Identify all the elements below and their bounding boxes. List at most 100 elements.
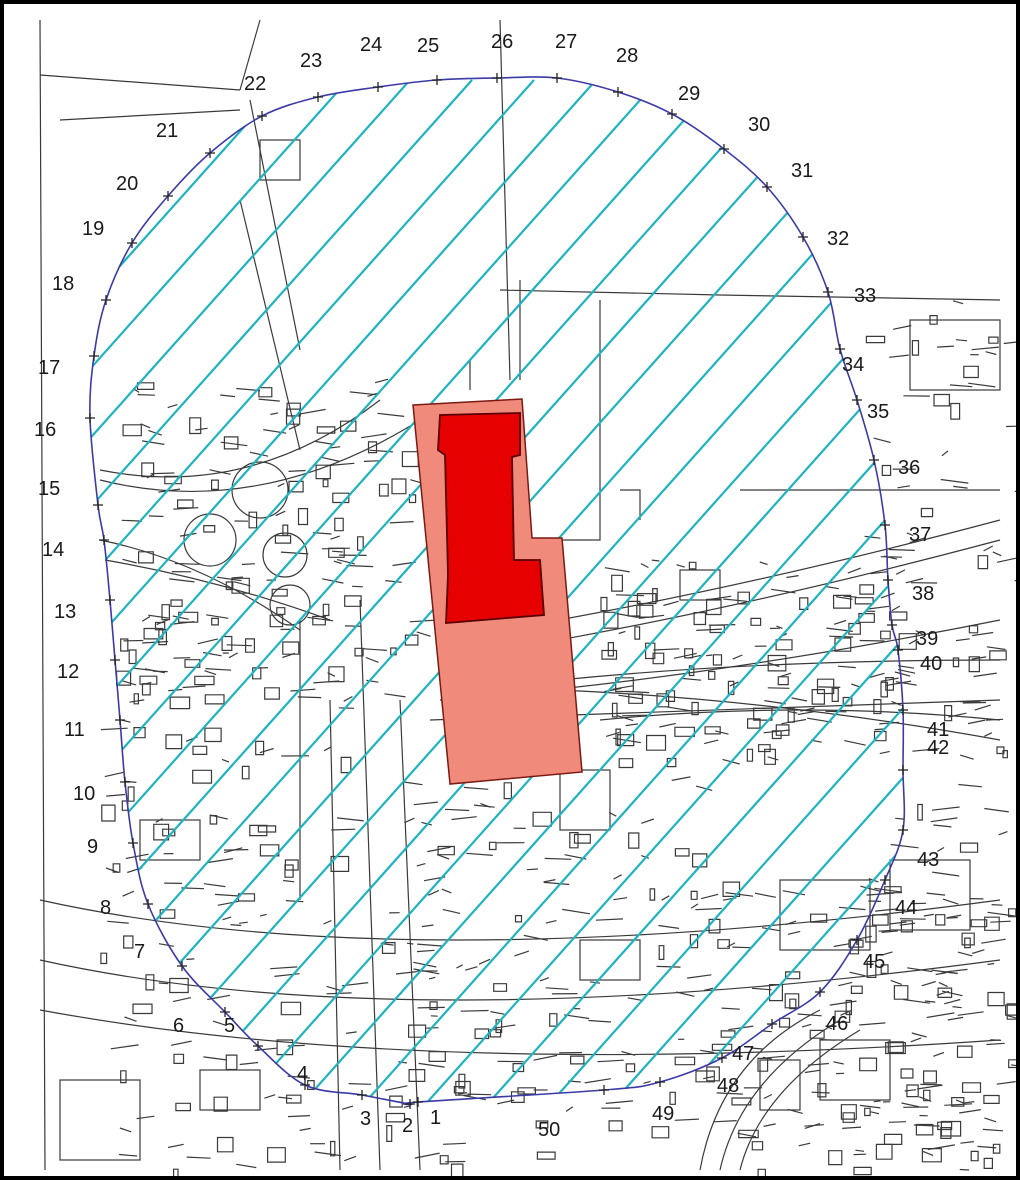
basemap-detail xyxy=(992,551,1002,557)
hatch-line xyxy=(525,79,905,1105)
basemap-detail xyxy=(859,639,885,642)
vertex-label: 20 xyxy=(116,173,138,195)
basemap-detail xyxy=(143,627,164,640)
basemap-detail xyxy=(100,727,128,731)
basemap-detail xyxy=(723,598,748,602)
basemap-detail xyxy=(164,475,182,485)
basemap-detail xyxy=(613,874,622,880)
basemap-detail xyxy=(726,942,736,948)
basemap-detail xyxy=(105,867,119,874)
basemap-detail xyxy=(416,631,431,637)
basemap-detail xyxy=(489,1029,502,1038)
basemap-detail xyxy=(711,1043,733,1051)
basemap-detail xyxy=(298,408,326,415)
basemap-detail xyxy=(869,672,885,679)
basemap-detail xyxy=(651,1126,670,1139)
basemap-detail xyxy=(346,564,374,568)
basemap-detail xyxy=(750,617,762,626)
basemap-detail xyxy=(280,551,309,555)
vertex-label: 3 xyxy=(360,1108,371,1130)
basemap-detail xyxy=(195,427,208,431)
basemap-detail xyxy=(867,605,890,610)
basemap-detail xyxy=(791,697,808,702)
basemap-detail xyxy=(613,897,628,901)
basemap-detail xyxy=(874,887,903,893)
vertex-marker xyxy=(898,825,908,835)
vertex-label: 46 xyxy=(826,1013,848,1035)
vertex-marker xyxy=(880,875,890,885)
basemap-detail xyxy=(636,593,657,605)
basemap-detail xyxy=(618,630,626,635)
vertex-label: 6 xyxy=(173,1015,184,1037)
basemap-detail xyxy=(381,942,396,954)
basemap-detail xyxy=(931,969,958,974)
basemap-detail xyxy=(332,492,350,504)
basemap-detail xyxy=(940,1127,952,1139)
basemap-detail xyxy=(465,966,478,971)
basemap-detail xyxy=(427,846,451,853)
basemap-detail xyxy=(474,1028,490,1040)
basemap-detail xyxy=(124,1016,137,1022)
basemap-detail xyxy=(282,524,289,536)
basemap-detail xyxy=(951,1097,965,1107)
basemap-detail xyxy=(173,1053,185,1064)
hatch-line xyxy=(277,79,905,1105)
vertex-marker xyxy=(163,191,173,201)
basemap-detail xyxy=(937,1121,953,1131)
basemap-detail xyxy=(118,1153,138,1157)
basemap-detail xyxy=(194,675,215,686)
basemap-detail xyxy=(148,515,164,518)
basemap-detail xyxy=(860,885,880,892)
basemap-detail xyxy=(855,1149,865,1152)
basemap-detail xyxy=(811,1091,830,1094)
basemap-detail xyxy=(148,429,163,436)
basemap-detail xyxy=(712,654,723,666)
vertex-label: 42 xyxy=(927,737,949,759)
vertex-label: 31 xyxy=(791,160,813,182)
basemap-detail xyxy=(940,1120,962,1137)
dense-basemap-detail xyxy=(100,300,1020,1180)
vertex-marker xyxy=(767,1019,777,1029)
basemap-detail xyxy=(837,665,856,669)
basemap-detail xyxy=(532,811,552,827)
basemap-detail xyxy=(328,666,345,683)
basemap-detail xyxy=(888,1121,907,1123)
basemap-detail xyxy=(277,482,285,488)
basemap-detail xyxy=(514,950,530,957)
basemap-detail xyxy=(977,1145,997,1149)
basemap-detail xyxy=(958,783,982,788)
basemap-detail xyxy=(436,854,450,860)
basemap-detail xyxy=(428,1051,446,1062)
vertex-marker xyxy=(835,344,845,354)
basemap-detail xyxy=(154,621,166,631)
basemap-detail xyxy=(544,857,572,860)
basemap-detail xyxy=(696,628,723,631)
basemap-detail xyxy=(255,740,265,756)
basemap-detail xyxy=(885,680,912,687)
basemap-detail xyxy=(890,979,903,985)
vertex-label: 4 xyxy=(297,1063,308,1085)
basemap-detail xyxy=(628,693,643,704)
basemap-detail xyxy=(984,916,1000,931)
basemap-detail xyxy=(352,585,363,588)
basemap-detail xyxy=(404,817,415,824)
basemap-detail xyxy=(224,847,243,854)
basemap-detail xyxy=(139,675,158,685)
basemap-detail xyxy=(467,1093,492,1096)
basemap-detail xyxy=(463,1094,486,1101)
road-line xyxy=(299,599,421,1171)
basemap-detail xyxy=(455,1080,471,1096)
basemap-detail xyxy=(887,1041,904,1054)
basemap-detail xyxy=(340,420,357,432)
basemap-detail xyxy=(329,462,355,466)
basemap-detail xyxy=(880,556,903,558)
basemap-detail xyxy=(708,918,721,934)
basemap-detail xyxy=(172,615,189,620)
basemap-detail xyxy=(192,745,208,755)
basemap-detail xyxy=(895,817,905,820)
basemap-detail xyxy=(249,451,269,457)
basemap-detail xyxy=(881,930,898,933)
basemap-detail xyxy=(851,683,860,688)
basemap-detail xyxy=(170,621,195,625)
